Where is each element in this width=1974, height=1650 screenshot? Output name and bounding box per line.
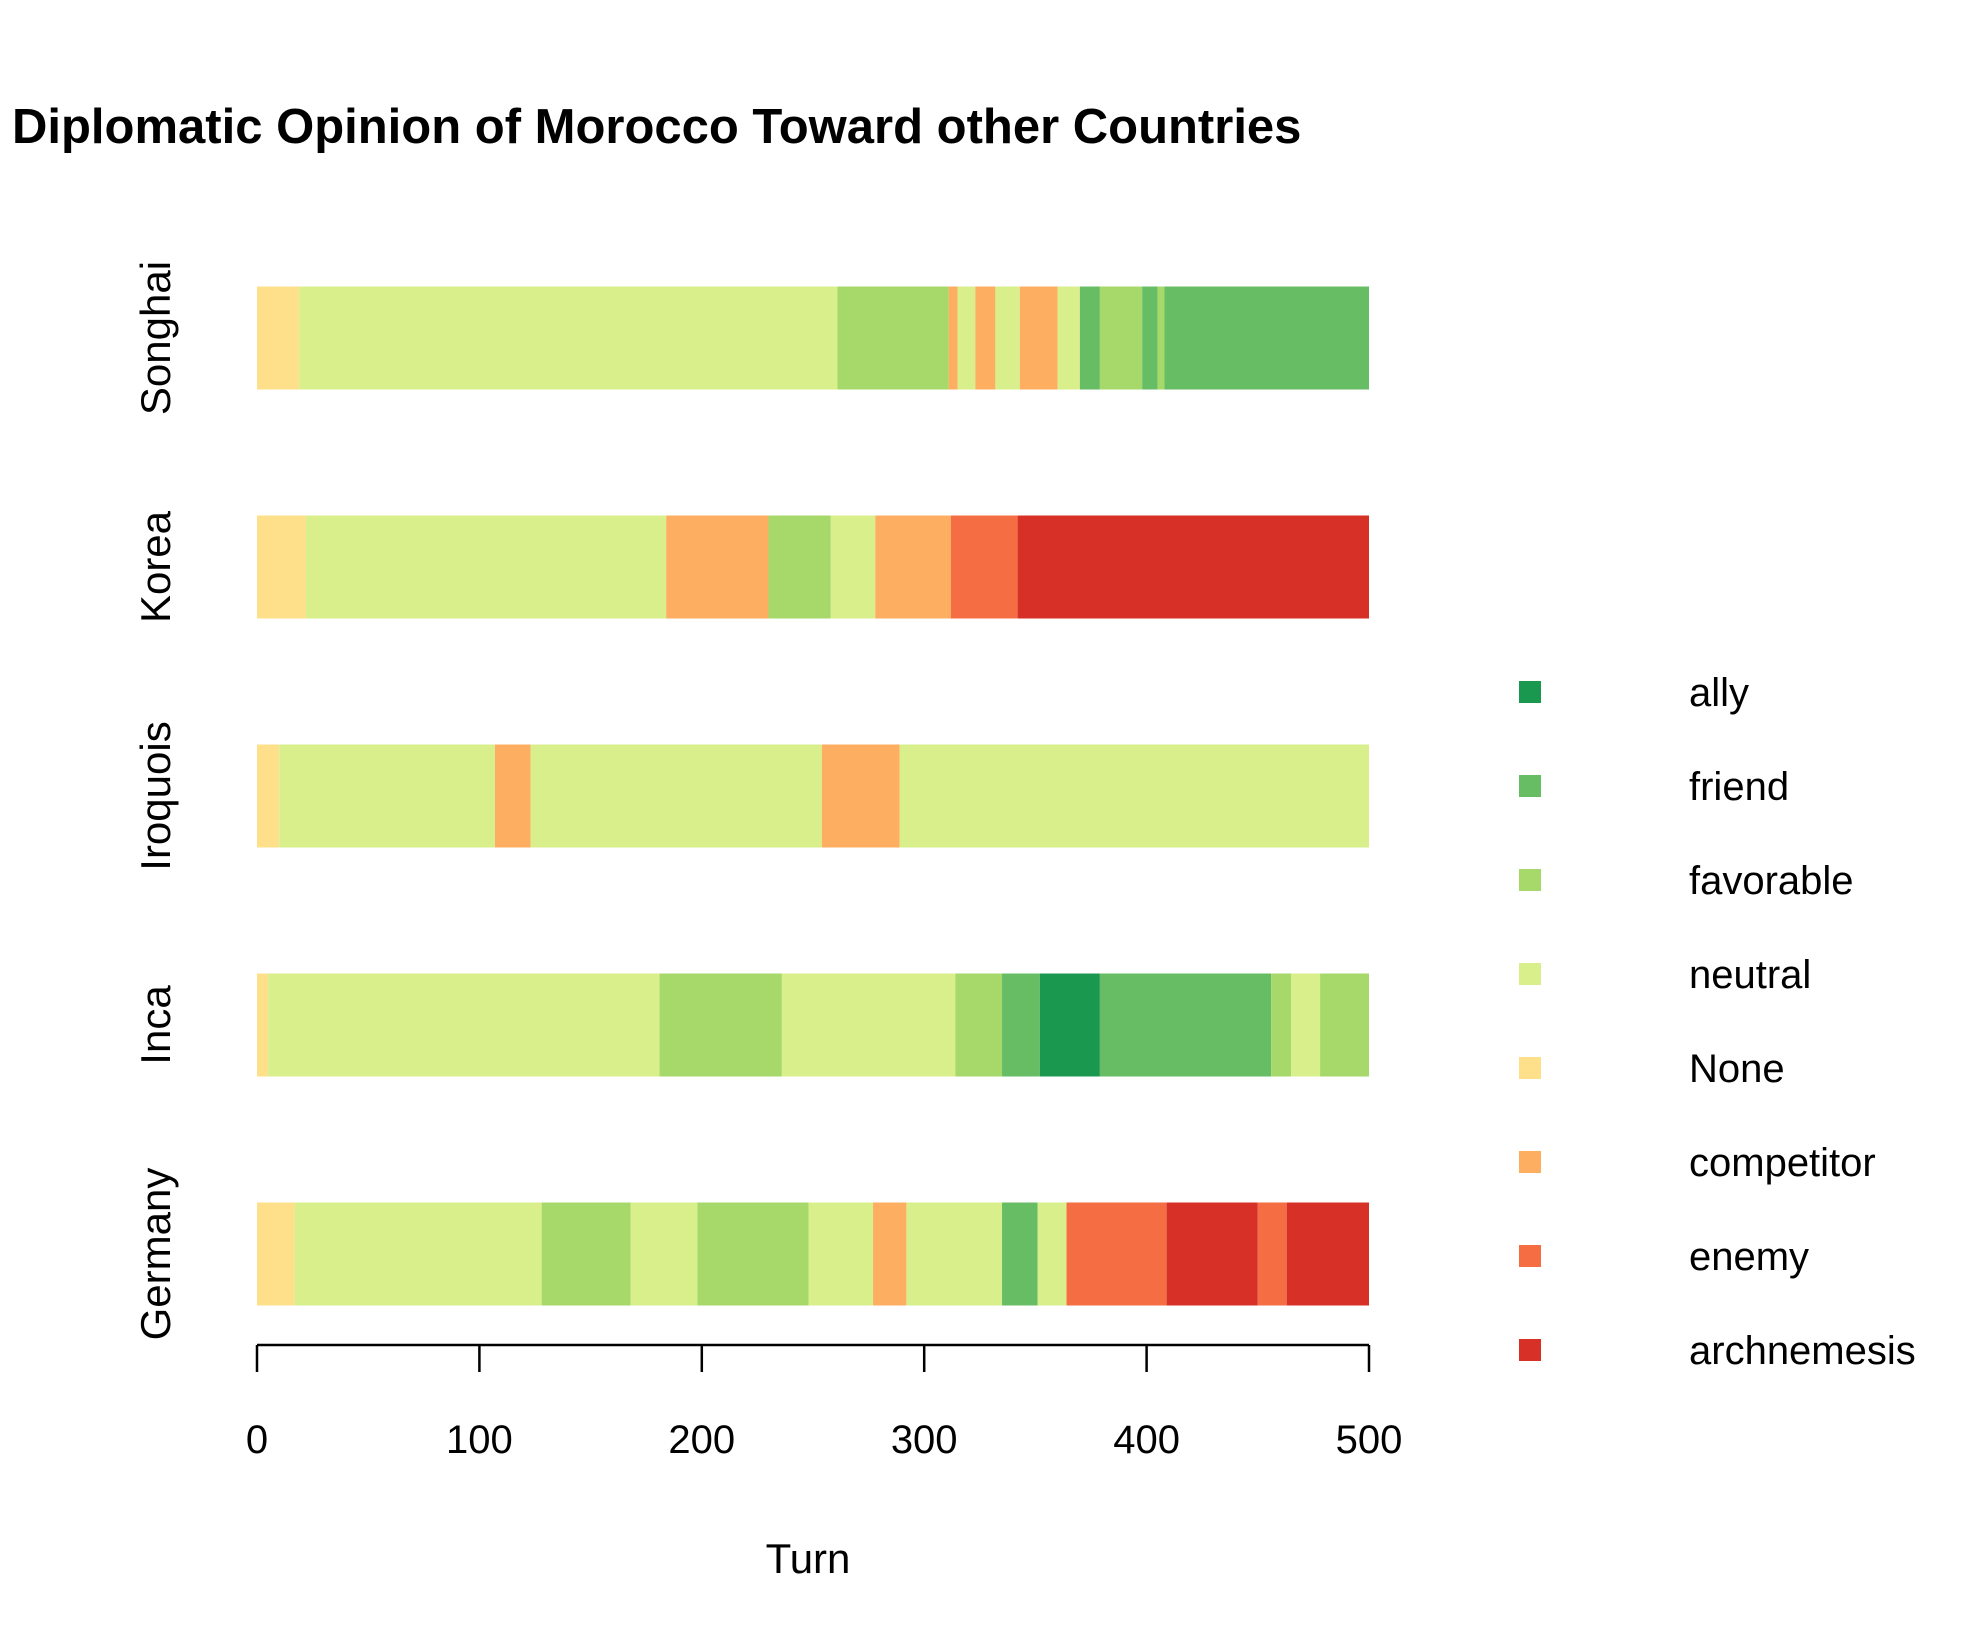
bar-segment-songhai-1 [299,286,838,390]
x-axis-title: Turn [766,1535,851,1582]
bar-segment-songhai-11 [1142,286,1158,390]
bar-segment-germany-3 [630,1202,698,1306]
chart-title: Diplomatic Opinion of Morocco Toward oth… [12,100,1301,154]
bar-segment-iroquois-1 [279,744,495,848]
x-axis: 0 100 200 300 400 500 [246,1343,1403,1462]
legend-swatch-enemy [1519,1245,1541,1267]
bar-segment-songhai-9 [1079,286,1100,390]
bar-segment-songhai-12 [1157,286,1165,390]
bar-segment-songhai-7 [1019,286,1058,390]
x-tick-label-300: 300 [891,1418,958,1462]
bar-segment-iroquois-4 [821,744,900,848]
x-tick-label-100: 100 [446,1418,513,1462]
legend: ally friend favorable neutral None competitor… [1519,671,1916,1373]
bar-segment-songhai-10 [1099,286,1143,390]
bar-segment-inca-5 [1002,973,1040,1077]
legend-swatch-ally [1519,681,1541,703]
bar-segment-inca-0 [257,973,269,1077]
country-label-korea: Korea [132,510,179,623]
x-tick-label-0: 0 [246,1418,268,1462]
bar-segment-iroquois-0 [257,744,280,848]
legend-swatch-friend [1519,775,1541,797]
legend-swatch-neutral [1519,963,1541,985]
bar-segment-inca-7 [1099,973,1272,1077]
legend-label-archnemesis: archnemesis [1689,1329,1916,1373]
bar-segment-germany-6 [873,1202,907,1306]
bar-segment-inca-8 [1271,973,1292,1077]
legend-label-enemy: enemy [1689,1235,1809,1279]
bar-segment-germany-1 [294,1202,542,1306]
legend-swatch-favorable [1519,869,1541,891]
bar-segment-inca-1 [268,973,660,1077]
legend-label-none: None [1689,1047,1785,1091]
legend-label-favorable: favorable [1689,859,1854,903]
bar-segment-korea-2 [666,515,769,619]
bar-segment-germany-4 [697,1202,809,1306]
legend-label-neutral: neutral [1689,953,1811,997]
bar-segment-songhai-8 [1057,286,1080,390]
bar-segment-germany-7 [906,1202,1003,1306]
bar-segment-korea-7 [1017,515,1369,619]
bar-segment-songhai-6 [995,286,1020,390]
bar-segment-korea-1 [305,515,667,619]
legend-label-ally: ally [1689,671,1749,715]
bar-segment-germany-12 [1257,1202,1287,1306]
country-label-inca: Inca [132,985,179,1065]
bar-segment-korea-0 [257,515,306,619]
bar-segment-songhai-3 [948,286,958,390]
bar-segment-inca-4 [955,973,1003,1077]
legend-label-competitor: competitor [1689,1141,1876,1185]
country-label-songhai: Songhai [132,261,179,415]
bar-segment-germany-8 [1002,1202,1038,1306]
legend-label-friend: friend [1689,765,1789,809]
bars-group [257,286,1369,1306]
x-tick-label-200: 200 [668,1418,735,1462]
bar-segment-germany-11 [1166,1202,1258,1306]
bar-segment-inca-2 [659,973,782,1077]
bar-segment-germany-9 [1037,1202,1067,1306]
bar-segment-germany-5 [808,1202,874,1306]
bar-segment-iroquois-2 [494,744,531,848]
bar-segment-germany-10 [1066,1202,1167,1306]
bar-segment-germany-0 [257,1202,295,1306]
bar-segment-inca-10 [1320,973,1369,1077]
bar-segment-inca-6 [1039,973,1100,1077]
bar-segment-songhai-13 [1164,286,1369,390]
bar-segment-songhai-5 [975,286,996,390]
bar-segment-iroquois-3 [530,744,822,848]
bar-segment-korea-6 [950,515,1018,619]
bar-segment-songhai-2 [837,286,949,390]
bar-segment-korea-5 [875,515,951,619]
bar-segment-germany-2 [541,1202,631,1306]
bar-segment-songhai-4 [957,286,976,390]
legend-swatch-archnemesis [1519,1339,1541,1361]
bar-segment-inca-3 [781,973,956,1077]
bar-segment-korea-4 [830,515,876,619]
bar-segment-germany-13 [1286,1202,1369,1306]
country-label-iroquois: Iroquois [132,721,179,870]
bar-segment-songhai-0 [257,286,300,390]
bar-segment-iroquois-5 [899,744,1369,848]
bar-segment-korea-3 [768,515,831,619]
legend-swatch-competitor [1519,1151,1541,1173]
x-tick-label-400: 400 [1113,1418,1180,1462]
legend-swatch-none [1519,1057,1541,1079]
country-label-germany: Germany [132,1168,179,1341]
country-labels: Songhai Korea Iroquois Inca Germany [132,261,179,1340]
bar-segment-inca-9 [1291,973,1321,1077]
x-tick-label-500: 500 [1336,1418,1403,1462]
